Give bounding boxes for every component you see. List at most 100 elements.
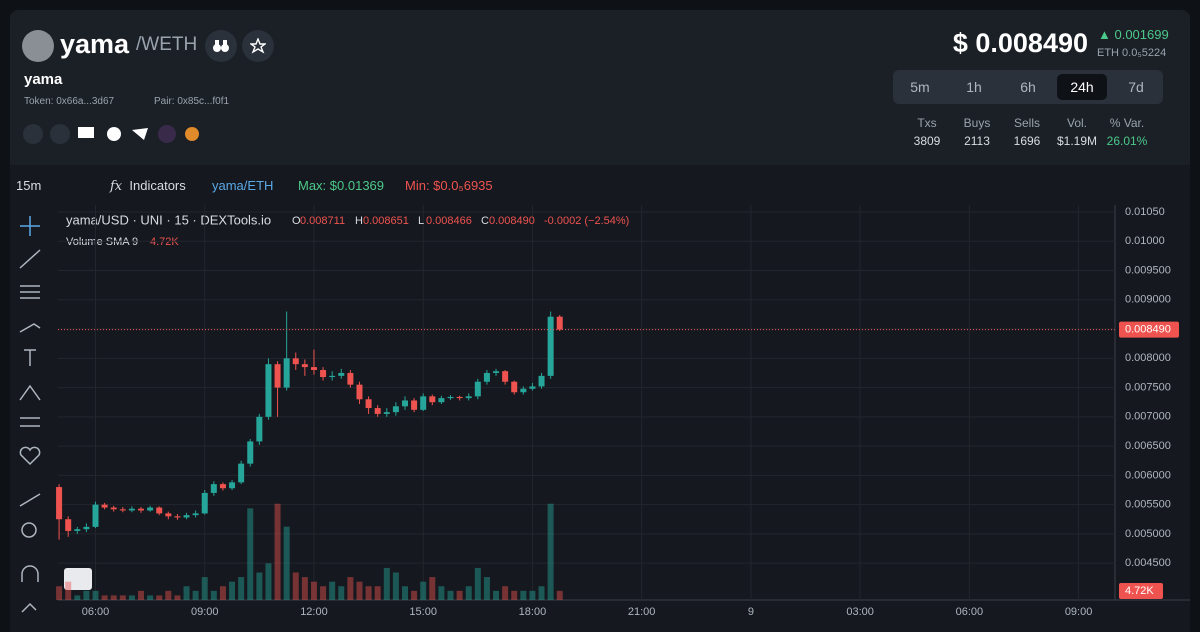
candle-body bbox=[74, 529, 81, 531]
ohlc-value: 0.008651 bbox=[363, 215, 409, 227]
ohlc-value: 0.008711 bbox=[300, 215, 345, 227]
y-tick-label: 0.01050 bbox=[1125, 206, 1165, 218]
volume-bar bbox=[438, 586, 445, 600]
candle-body bbox=[229, 482, 236, 489]
candle-body bbox=[356, 384, 363, 400]
x-tick-label: 9 bbox=[748, 606, 754, 618]
pair-toggle[interactable]: yama/ETH bbox=[212, 178, 274, 193]
candle-body bbox=[147, 507, 154, 511]
volume-bar bbox=[174, 595, 181, 600]
stat-label: Vol. bbox=[1066, 116, 1087, 130]
volume-bar bbox=[65, 581, 72, 600]
stat: Txs 3809 bbox=[902, 116, 952, 148]
volume-bar bbox=[429, 577, 436, 600]
candle-body bbox=[420, 396, 427, 410]
candle-body bbox=[156, 507, 163, 514]
candle-body bbox=[183, 515, 190, 518]
timeframe-button[interactable]: 24h bbox=[1057, 74, 1107, 100]
stat-value: 26.01% bbox=[1106, 134, 1148, 148]
timeframe-selector: 5m 1h 6h 24h 7d bbox=[893, 70, 1163, 104]
volume-badge-label: 4.72K bbox=[1125, 585, 1154, 597]
pair-address[interactable]: Pair: 0x85c...f0f1 bbox=[154, 96, 230, 107]
x-tick-label: 18:00 bbox=[519, 606, 547, 618]
favorite-button[interactable] bbox=[242, 30, 274, 62]
volume-badge bbox=[1119, 583, 1163, 599]
interval[interactable]: 15m bbox=[16, 178, 42, 193]
volume-bar bbox=[247, 508, 254, 600]
volume-bar bbox=[301, 577, 308, 600]
ohlc-key: C bbox=[481, 215, 489, 227]
volume-bar bbox=[538, 586, 545, 600]
candle-body bbox=[128, 508, 135, 511]
stat-value: 2113 bbox=[964, 134, 990, 148]
candle-body bbox=[210, 484, 217, 493]
ohlc-value: 0.008490 bbox=[489, 215, 535, 227]
candle-body bbox=[138, 508, 145, 511]
timeframe-button[interactable]: 5m bbox=[910, 79, 930, 95]
stat-label: % Var. bbox=[1109, 116, 1145, 130]
candle-body bbox=[511, 381, 518, 393]
price-change: ▲ 0.001699 bbox=[1098, 27, 1169, 42]
token-logo bbox=[22, 30, 54, 62]
candle-body bbox=[56, 487, 63, 520]
candle-body bbox=[493, 371, 500, 373]
drawing-tools[interactable] bbox=[12, 210, 50, 620]
binoculars-button[interactable] bbox=[205, 30, 237, 62]
candle-body bbox=[320, 370, 327, 378]
candle-body bbox=[238, 463, 245, 483]
candle-body bbox=[283, 358, 290, 388]
volume-label: Volume SMA 9 bbox=[66, 236, 138, 248]
volume-bar bbox=[420, 581, 427, 600]
volume-bar bbox=[365, 586, 372, 600]
token-address[interactable]: Token: 0x66a...3d67 bbox=[24, 96, 115, 107]
candle-body bbox=[292, 358, 299, 365]
ohlc-key: O bbox=[292, 215, 301, 227]
volume-bar bbox=[502, 586, 509, 600]
tv-logo bbox=[64, 568, 92, 590]
volume-bar bbox=[511, 590, 518, 600]
y-tick-label: 0.009000 bbox=[1125, 294, 1171, 306]
volume-bar bbox=[138, 590, 145, 600]
y-tick-label: 0.006000 bbox=[1125, 469, 1171, 481]
stat-value: $1.19M bbox=[1056, 134, 1098, 148]
volume-bar bbox=[292, 572, 299, 600]
social-links[interactable] bbox=[22, 122, 202, 146]
candle-body bbox=[365, 399, 372, 409]
x-tick-label: 03:00 bbox=[846, 606, 874, 618]
volume-bar bbox=[456, 590, 463, 600]
timeframe-button[interactable]: 6h bbox=[1020, 79, 1036, 95]
y-tick-label: 0.005500 bbox=[1125, 499, 1171, 511]
volume-bar bbox=[165, 590, 172, 600]
volume-bar bbox=[347, 577, 354, 600]
timeframe-button[interactable]: 7d bbox=[1128, 79, 1144, 95]
candle-body bbox=[529, 386, 536, 389]
stat-value: 3809 bbox=[913, 134, 941, 148]
candle-body bbox=[347, 372, 354, 385]
y-tick-label: 0.007500 bbox=[1125, 381, 1171, 393]
volume-bar bbox=[493, 590, 500, 600]
candle-body bbox=[447, 396, 454, 399]
candle-body bbox=[338, 372, 345, 376]
volume-bar bbox=[447, 590, 454, 600]
candle-body bbox=[119, 509, 126, 511]
candle-body bbox=[301, 364, 308, 368]
chart-panel bbox=[10, 165, 1190, 632]
candle-body bbox=[456, 396, 463, 399]
indicators-button[interactable]: fx Indicators bbox=[110, 178, 186, 194]
volume-bar bbox=[356, 581, 363, 600]
volume-bar bbox=[265, 563, 272, 600]
volume-bar bbox=[283, 526, 290, 600]
candle-body bbox=[401, 400, 408, 407]
timeframe-button[interactable]: 1h bbox=[966, 79, 982, 95]
candle-body bbox=[274, 364, 281, 388]
volume-bar bbox=[101, 595, 108, 600]
candle-body bbox=[219, 484, 226, 489]
volume-bar bbox=[520, 590, 527, 600]
token-name: yama bbox=[60, 29, 130, 59]
stat: Vol. $1.19M bbox=[1052, 116, 1102, 148]
volume-bar bbox=[201, 577, 208, 600]
volume-bar bbox=[229, 581, 236, 600]
chart-title: yama/USD · UNI · 15 · DEXTools.io bbox=[66, 212, 271, 227]
candle-body bbox=[256, 416, 263, 442]
